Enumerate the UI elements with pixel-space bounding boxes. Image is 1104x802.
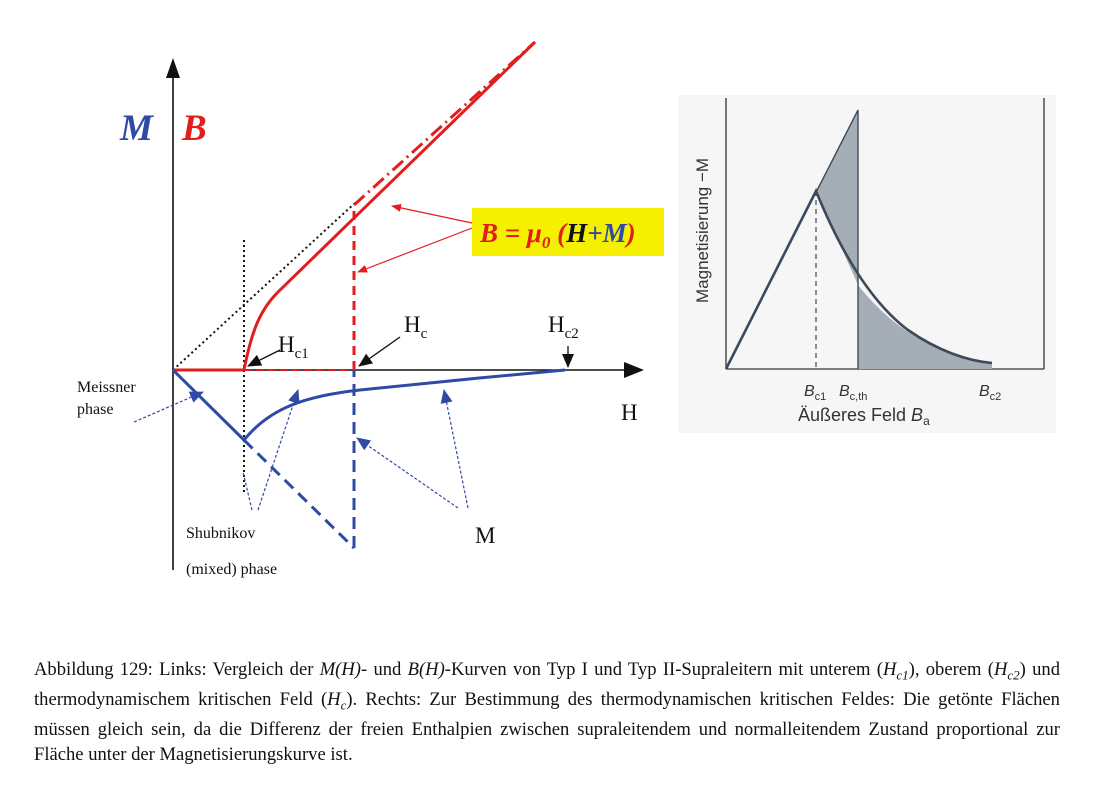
b-curve-typeI-dashdot	[352, 40, 537, 207]
hc1-arrow	[247, 349, 281, 367]
caption-hc: H	[327, 689, 341, 711]
caption-hc2-sub: c2	[1007, 667, 1020, 683]
m-typeI-dashed	[242, 438, 356, 550]
caption-mid1: - und	[361, 659, 408, 680]
equation-text: B = μ0 (H+M)	[479, 218, 636, 252]
caption-hc1: H	[882, 659, 897, 680]
caption-bh: B(H)	[407, 659, 445, 680]
xlabel: Äußeres Feld Ba	[798, 405, 930, 428]
b-dotted-line	[172, 202, 356, 371]
equation-arrow-2	[357, 227, 473, 273]
caption-prefix: Abbildung 129: Links: Vergleich der	[34, 659, 320, 680]
label-meissner: Meissner phase	[77, 379, 140, 418]
label-hc: Hc	[404, 312, 428, 342]
label-shubnikov: Shubnikov (mixed) phase	[186, 525, 277, 578]
caption-mh: M(H)	[319, 659, 361, 680]
caption-rest: ). Rechts: Zur Bestimmung des thermodyna…	[34, 689, 1060, 765]
caption-hc2: H	[993, 659, 1008, 680]
figure-caption: Abbildung 129: Links: Vergleich der M(H)…	[34, 658, 1060, 767]
magnetization-curve	[724, 187, 993, 370]
shubnikov-arrow-1	[257, 389, 300, 511]
meissner-arrow	[133, 391, 204, 423]
caption-mid3: ), oberem (	[908, 659, 994, 680]
left-figure: B = μ0 (H+M) M B Hc1 Hc Hc2 H Meissner p…	[77, 40, 664, 578]
b-curve-type2	[242, 40, 537, 371]
label-hc1: Hc1	[278, 332, 309, 362]
shaded-area-upper	[816, 110, 858, 285]
equation-box	[472, 208, 664, 256]
shaded-area-lower	[858, 285, 992, 369]
tick-bcth: Bc,th	[839, 383, 867, 403]
label-hc2: Hc2	[548, 312, 579, 342]
equation-arrow-1	[391, 203, 473, 224]
tick-bc1: Bc1	[804, 383, 826, 403]
y-axis-arrowhead	[166, 58, 180, 78]
caption-mid2: -Kurven von Typ I und Typ II-Supraleiter…	[444, 659, 883, 680]
right-figure: Magnetisierung −M Bc1 Bc,th Bc2 Äußeres …	[678, 95, 1056, 433]
caption-hc-sub: c	[340, 697, 347, 713]
m-curve-type2	[242, 368, 566, 441]
m-arrow-2	[440, 389, 469, 509]
label-h-axis: H	[621, 400, 638, 425]
label-M: M	[119, 108, 154, 149]
m-meissner-line	[171, 368, 246, 442]
caption-mid4: ) und thermodynamischem kritischen Feld …	[34, 659, 1061, 711]
tick-bc2: Bc2	[979, 383, 1001, 403]
x-axis-arrowhead	[624, 362, 644, 378]
hc-arrow	[358, 336, 401, 367]
label-m-curve: M	[475, 523, 495, 548]
caption-hc1-sub: c1	[896, 667, 909, 683]
shubnikov-arrow-2	[242, 471, 253, 511]
ylabel: Magnetisierung −M	[693, 158, 712, 303]
label-B: B	[181, 108, 207, 149]
m-arrow-1	[356, 437, 459, 509]
